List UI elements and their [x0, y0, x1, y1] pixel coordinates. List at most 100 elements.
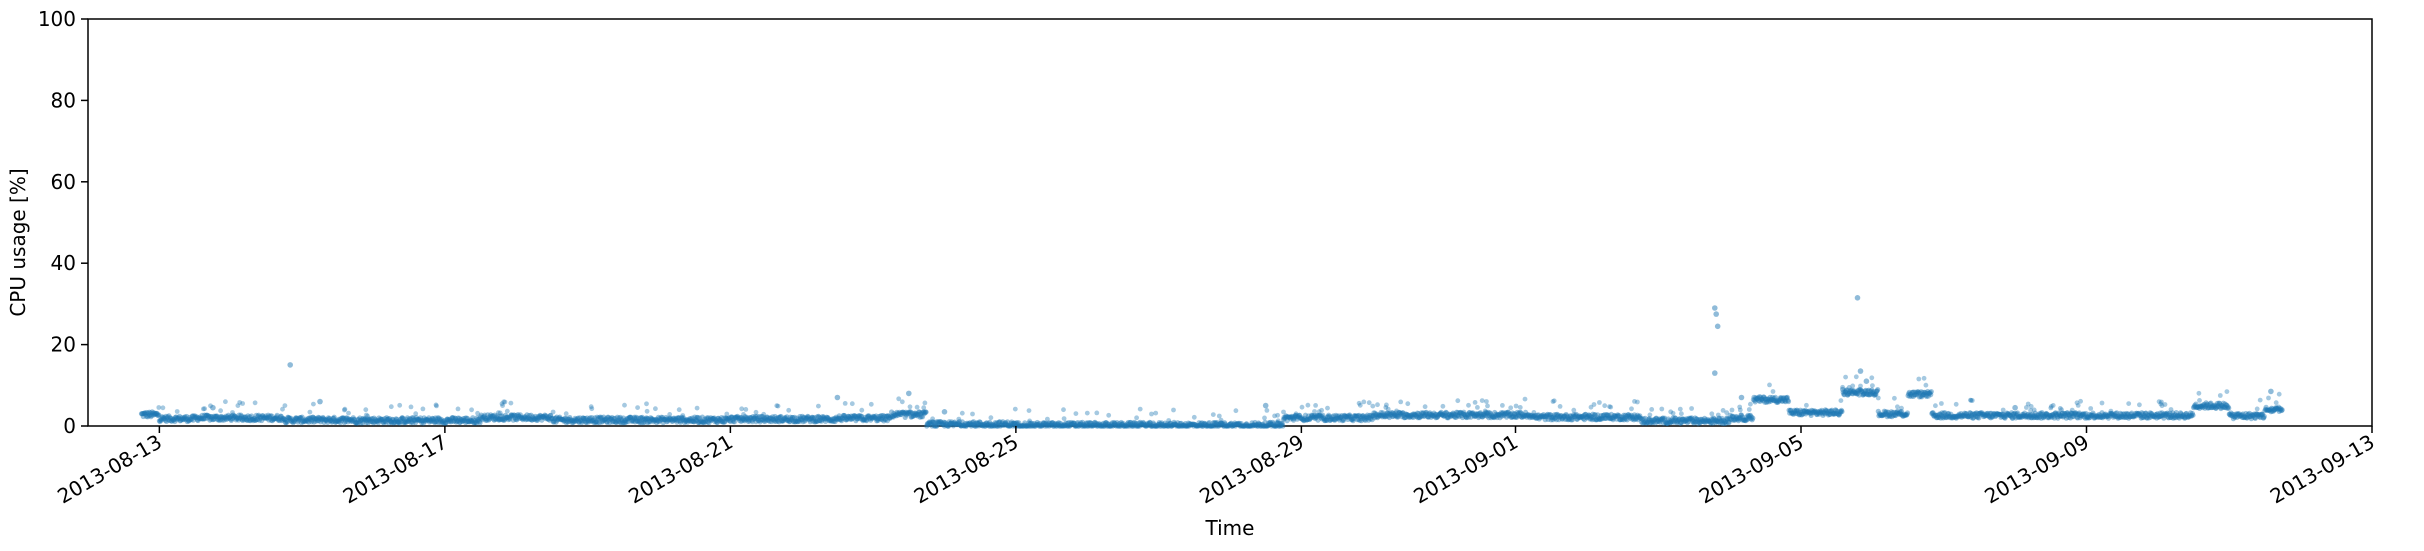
data-point [419, 420, 425, 426]
data-point [498, 416, 504, 422]
data-point [767, 418, 773, 424]
data-point [526, 415, 532, 421]
data-point [422, 418, 428, 424]
data-point [696, 419, 702, 425]
data-point [774, 415, 780, 421]
data-point [402, 420, 408, 426]
data-point [369, 416, 375, 422]
data-point [677, 419, 684, 425]
data-point [668, 416, 675, 423]
data-point [290, 417, 296, 423]
data-point [605, 414, 612, 420]
data-point [241, 414, 247, 420]
data-point [329, 419, 335, 425]
data-point [670, 418, 676, 424]
data-point [716, 418, 722, 424]
data-point [2126, 401, 2132, 406]
data-point [342, 407, 347, 413]
data-point [375, 420, 381, 426]
data-point [463, 415, 469, 421]
data-point [612, 415, 618, 421]
data-point [553, 419, 559, 425]
data-point [379, 416, 385, 422]
data-point [1061, 416, 1067, 421]
data-point [495, 415, 501, 421]
data-point [418, 418, 424, 424]
data-point [1508, 405, 1514, 411]
data-point [312, 415, 318, 421]
data-point [825, 415, 831, 421]
data-point [645, 416, 651, 422]
data-point [144, 409, 150, 416]
data-point [510, 417, 516, 423]
data-point [1839, 408, 1845, 415]
data-point [614, 418, 620, 424]
data-point [646, 419, 652, 425]
data-point [424, 416, 430, 423]
data-point [539, 413, 546, 419]
data-point [294, 416, 300, 422]
data-point [611, 415, 617, 422]
data-point [143, 413, 149, 419]
data-point [637, 419, 643, 426]
data-point [416, 416, 422, 422]
data-point [821, 416, 828, 422]
data-point [551, 419, 557, 425]
data-point [450, 415, 456, 421]
data-point [682, 418, 688, 424]
data-point [237, 415, 243, 421]
data-point [718, 418, 724, 424]
data-point [342, 406, 348, 412]
data-point [485, 415, 491, 421]
data-point [346, 410, 351, 416]
data-point [186, 418, 192, 424]
data-point [263, 415, 269, 421]
data-point [214, 413, 220, 419]
data-point [589, 406, 595, 412]
data-point [645, 419, 651, 426]
data-point [633, 416, 639, 422]
data-point [181, 415, 187, 421]
data-point [541, 415, 547, 421]
data-point [674, 419, 680, 425]
data-point [744, 414, 750, 420]
data-point [407, 416, 413, 422]
data-point [249, 413, 255, 419]
data-point [1299, 404, 1305, 410]
data-point [824, 415, 830, 421]
data-point [394, 416, 400, 422]
data-point [246, 417, 252, 423]
data-point [702, 418, 709, 424]
data-point [414, 416, 421, 422]
data-point [1770, 389, 1776, 394]
data-point [469, 419, 475, 425]
data-point [554, 414, 560, 420]
data-point [476, 418, 482, 425]
data-point [307, 409, 313, 415]
data-point [337, 417, 343, 423]
data-point [469, 407, 474, 413]
data-point [202, 416, 208, 422]
data-point [410, 420, 416, 426]
data-point [419, 418, 425, 424]
data-point [647, 419, 653, 425]
data-point [758, 413, 764, 420]
data-point [242, 414, 248, 420]
data-point [2162, 402, 2168, 407]
data-point [319, 416, 325, 422]
data-point [164, 415, 170, 421]
data-point [360, 420, 366, 426]
data-point [180, 416, 186, 422]
data-point [1748, 401, 1753, 407]
data-point [627, 414, 633, 420]
data-point [430, 416, 436, 422]
data-point [447, 417, 453, 423]
data-point [149, 409, 155, 415]
y-axis: 0 20 40 60 80 100 [38, 7, 88, 438]
data-point [543, 416, 549, 422]
data-point [497, 416, 503, 422]
data-point [798, 417, 804, 423]
data-point [591, 417, 597, 423]
data-point [308, 415, 314, 421]
data-point [628, 414, 634, 420]
